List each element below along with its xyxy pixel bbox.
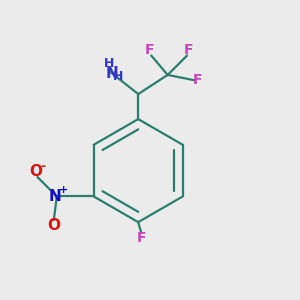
Text: O: O <box>30 164 43 179</box>
Text: H: H <box>103 57 114 70</box>
Text: O: O <box>47 218 60 233</box>
Text: F: F <box>145 44 155 58</box>
Text: F: F <box>136 231 146 245</box>
Text: -: - <box>40 160 46 172</box>
Text: F: F <box>184 44 193 58</box>
Text: N: N <box>49 189 62 204</box>
Text: N: N <box>105 66 118 81</box>
Text: F: F <box>193 73 202 87</box>
Text: H: H <box>113 70 124 83</box>
Text: +: + <box>59 185 68 195</box>
